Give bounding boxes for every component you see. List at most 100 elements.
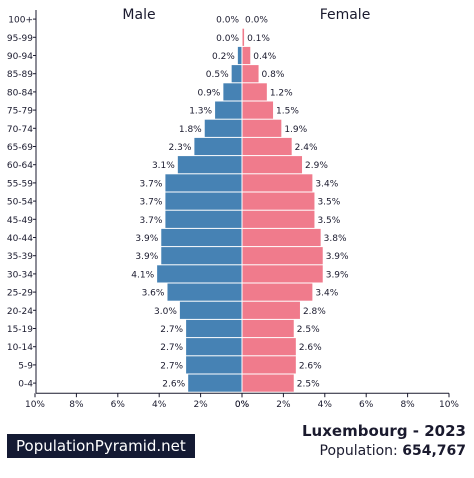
x-tick-label: 0% — [235, 400, 250, 410]
male-value-label: 2.7% — [160, 343, 183, 353]
female-value-label: 2.6% — [299, 343, 322, 353]
x-tick-label: 2% — [193, 400, 208, 410]
female-value-label: 3.4% — [315, 289, 338, 299]
age-group-label: 80-84 — [7, 88, 33, 98]
female-value-label: 3.9% — [326, 252, 349, 262]
male-value-label: 3.7% — [140, 179, 163, 189]
age-group-label: 25-29 — [7, 289, 33, 299]
male-bar — [177, 156, 242, 174]
female-value-label: 1.5% — [276, 107, 299, 117]
female-bar — [242, 247, 323, 265]
age-group-label: 90-94 — [7, 52, 33, 62]
female-bar — [242, 210, 315, 228]
female-value-label: 3.5% — [317, 216, 340, 226]
age-group-label: 15-19 — [7, 325, 33, 335]
age-group-label: 75-79 — [7, 107, 33, 117]
female-value-label: 2.9% — [305, 161, 328, 171]
female-bar — [242, 156, 303, 174]
country-year-title: Luxembourg - 2023 — [302, 422, 466, 440]
age-group-label: 95-99 — [7, 34, 33, 44]
female-bar — [242, 101, 274, 119]
female-value-label: 3.4% — [315, 179, 338, 189]
brand-logo[interactable]: PopulationPyramid.net — [7, 434, 195, 458]
male-side-label: Male — [122, 7, 155, 23]
x-tick-label: 10% — [25, 400, 45, 410]
female-bar — [242, 65, 259, 83]
female-value-label: 2.5% — [297, 325, 320, 335]
age-group-label: 0-4 — [18, 380, 33, 390]
female-value-label: 3.5% — [317, 198, 340, 208]
female-value-label: 2.6% — [299, 361, 322, 371]
male-value-label: 0.0% — [216, 34, 239, 44]
male-bar — [186, 338, 242, 356]
male-bar — [165, 210, 242, 228]
female-value-label: 0.4% — [253, 52, 276, 62]
female-value-label: 3.8% — [324, 234, 347, 244]
male-value-label: 1.3% — [189, 107, 212, 117]
male-value-label: 3.6% — [142, 289, 165, 299]
male-value-label: 3.7% — [140, 216, 163, 226]
female-bar — [242, 192, 315, 210]
age-group-label: 70-74 — [7, 125, 33, 135]
male-value-label: 2.7% — [160, 325, 183, 335]
male-value-label: 3.9% — [135, 234, 158, 244]
female-bar — [242, 283, 313, 301]
male-bar — [204, 119, 242, 137]
female-value-label: 2.4% — [295, 143, 318, 153]
female-value-label: 2.8% — [303, 307, 326, 317]
female-bar — [242, 338, 296, 356]
female-bar — [242, 301, 300, 319]
female-bar — [242, 137, 292, 156]
female-value-label: 0.8% — [262, 70, 285, 80]
x-tick-label: 4% — [152, 400, 167, 410]
male-bar — [165, 192, 242, 210]
age-group-label: 30-34 — [7, 270, 33, 280]
x-tick-label: 6% — [359, 400, 374, 410]
male-value-label: 0.2% — [212, 52, 235, 62]
male-bar — [215, 101, 242, 119]
male-bar — [157, 265, 242, 283]
female-value-label: 1.9% — [284, 125, 307, 135]
male-value-label: 4.1% — [131, 270, 154, 280]
age-group-label: 50-54 — [7, 198, 33, 208]
age-group-label: 85-89 — [7, 70, 33, 80]
population-line: Population: 654,767 — [302, 441, 467, 461]
male-bar — [231, 65, 242, 83]
male-value-label: 2.3% — [169, 143, 192, 153]
male-bar — [237, 46, 242, 65]
male-bar — [161, 228, 242, 247]
female-bar — [242, 174, 313, 192]
age-group-label: 100+ — [8, 16, 33, 26]
population-label: Population: — [319, 443, 398, 459]
female-value-label: 1.2% — [270, 88, 293, 98]
male-value-label: 0.5% — [206, 70, 229, 80]
female-value-label: 0.0% — [245, 16, 268, 26]
population-value: 654,767 — [402, 443, 466, 459]
age-group-label: 35-39 — [7, 252, 33, 262]
female-bar — [242, 265, 323, 283]
female-bar — [242, 356, 296, 374]
female-side-label: Female — [320, 7, 371, 23]
female-bar — [242, 374, 294, 392]
male-bar — [167, 283, 242, 301]
chart-caption: Luxembourg - 2023 Population: 654,767 — [302, 421, 466, 461]
male-bar — [179, 301, 242, 319]
population-pyramid-chart: Male Female 100+ 0.0% 0.0% 95-99 0.0% 0.1% 90-94… — [7, 7, 460, 410]
male-bar — [186, 356, 242, 374]
male-value-label: 1.8% — [179, 125, 202, 135]
female-bar — [242, 83, 267, 101]
female-value-label: 3.9% — [326, 270, 349, 280]
age-group-label: 55-59 — [7, 179, 33, 189]
x-tick-label: 8% — [69, 400, 84, 410]
male-bar — [194, 137, 242, 156]
x-tick-label: 4% — [318, 400, 333, 410]
male-value-label: 0.9% — [197, 88, 220, 98]
age-group-label: 5-9 — [18, 361, 33, 371]
male-bar — [186, 319, 242, 338]
male-value-label: 3.1% — [152, 161, 175, 171]
female-bar — [242, 46, 251, 65]
age-group-label: 65-69 — [7, 143, 33, 153]
female-bar — [242, 119, 282, 137]
age-group-label: 45-49 — [7, 216, 33, 226]
female-value-label: 0.1% — [247, 34, 270, 44]
